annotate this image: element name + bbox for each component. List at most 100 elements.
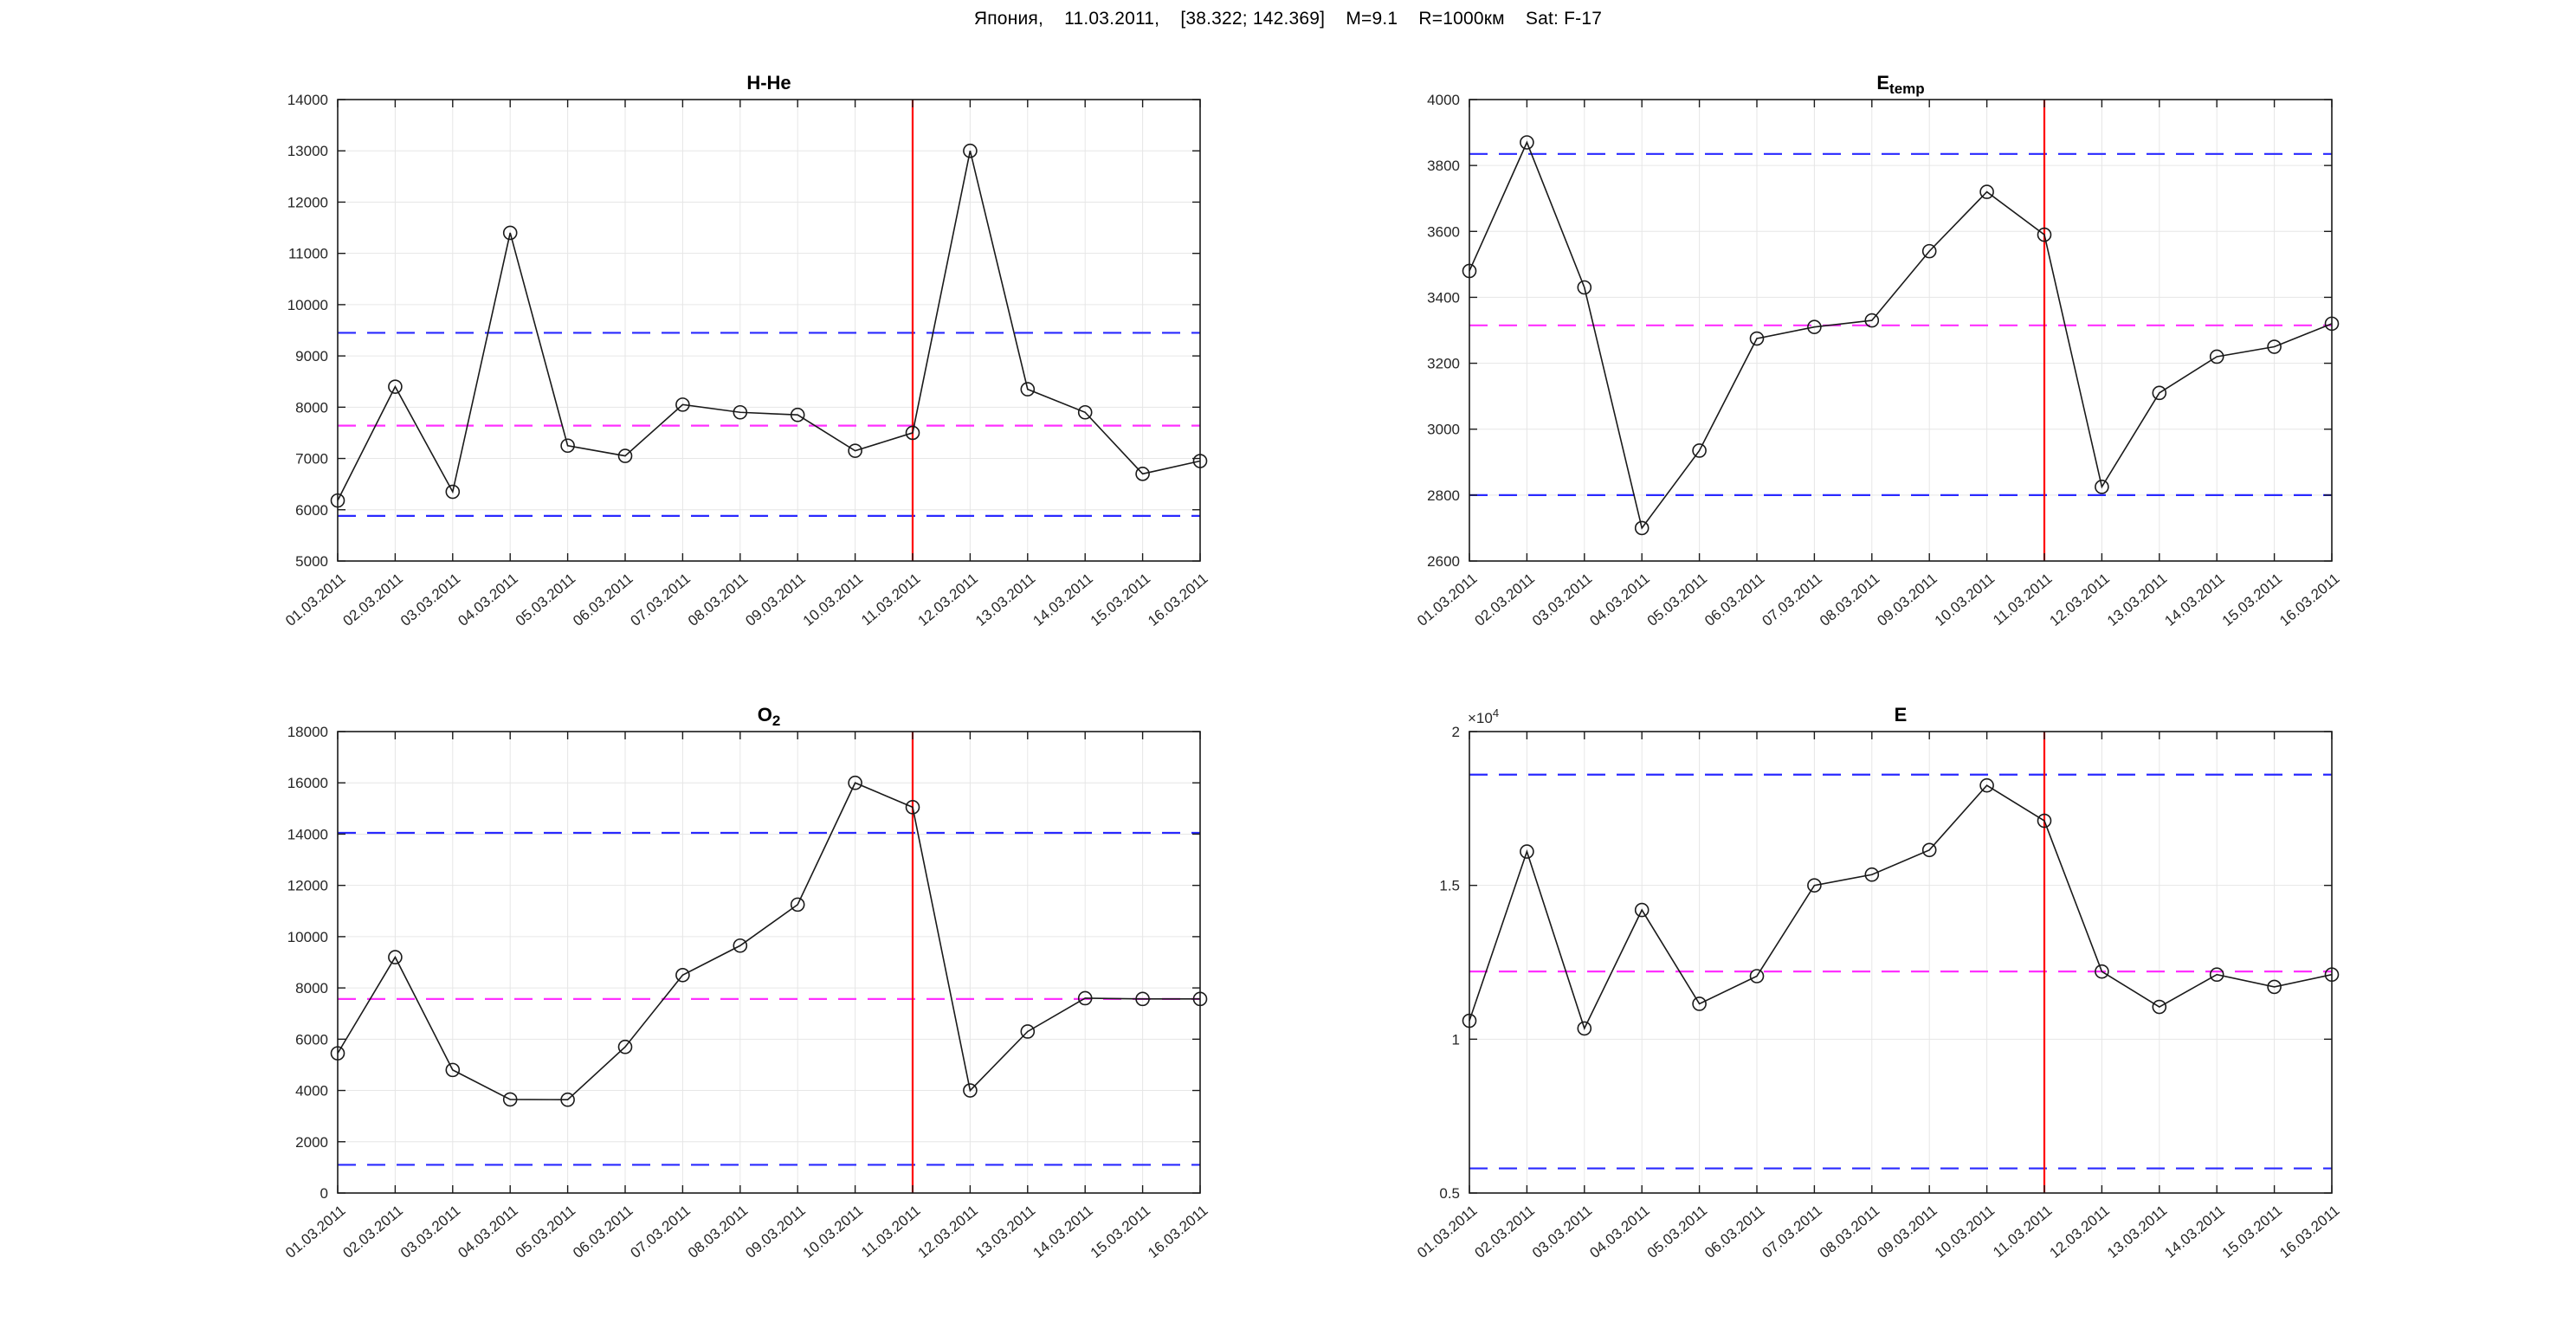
x-tick-label: 16.03.2011: [2276, 571, 2342, 629]
y-tick-label: 1.5: [1439, 878, 1460, 894]
data-point-marker: [1520, 135, 1534, 150]
x-tick-label: 12.03.2011: [915, 571, 981, 629]
y-tick-label: 11000: [288, 246, 328, 262]
series-line: [1469, 784, 2333, 1031]
y-tick-label: 3600: [1427, 223, 1460, 240]
chart-h-he: 5000 6000 7000 8000 9000 10000 11000 12000 13000…: [282, 72, 1211, 629]
data-point-marker: [1634, 520, 1650, 536]
data-point-marker: [2152, 999, 2167, 1015]
x-tick-label: 15.03.2011: [2219, 571, 2285, 629]
y-tick-label: 3000: [1427, 422, 1460, 438]
x-tick-label: 01.03.2011: [282, 571, 348, 629]
x-tick-label: 01.03.2011: [1414, 571, 1480, 629]
y-tick-label: 3400: [1427, 289, 1460, 306]
axes-box: [337, 99, 1201, 562]
chart-e-temp: 2600 2800 3000 3200 3400 3600 3800 4000 01.03.20…: [1414, 72, 2342, 629]
y-tick-label: 10000: [287, 929, 328, 945]
data-point-marker: [560, 438, 575, 454]
data-point-marker: [790, 407, 805, 422]
x-tick-label: 11.03.2011: [858, 1203, 923, 1261]
data-point-marker: [1577, 1021, 1592, 1036]
x-tick-label: 14.03.2011: [1030, 1203, 1095, 1261]
x-tick-label: 14.03.2011: [1030, 571, 1095, 629]
data-point-marker: [1135, 991, 1150, 1007]
data-point-marker: [1864, 313, 1880, 328]
data-point-marker: [1577, 280, 1592, 295]
x-tick-label: 10.03.2011: [800, 571, 866, 629]
x-tick-label: 03.03.2011: [1529, 1203, 1595, 1261]
x-tick-label: 07.03.2011: [1759, 571, 1825, 629]
chart-title: E: [1895, 704, 1908, 726]
x-tick-label: 03.03.2011: [397, 571, 463, 629]
x-tick-label: 03.03.2011: [397, 1203, 463, 1261]
x-tick-label: 01.03.2011: [1414, 1203, 1480, 1261]
data-point-marker: [2037, 813, 2052, 829]
data-point-marker: [502, 225, 518, 241]
x-tick-label: 04.03.2011: [455, 571, 520, 629]
x-tick-label: 08.03.2011: [685, 1203, 751, 1261]
data-point-marker: [445, 484, 461, 500]
data-point-marker: [1749, 969, 1765, 984]
data-point-marker: [388, 950, 403, 964]
y-tick-label: 9000: [295, 348, 328, 364]
x-tick-label: 02.03.2011: [1472, 1203, 1538, 1261]
y-exponent-label: ×104: [1468, 706, 1499, 726]
data-point-marker: [2209, 967, 2224, 983]
y-tick-label: 10000: [287, 297, 328, 313]
chart-title: Etemp: [1876, 72, 1924, 97]
data-point-marker: [1921, 243, 1937, 259]
data-point-marker: [2267, 339, 2282, 354]
x-tick-label: 03.03.2011: [1529, 571, 1595, 629]
x-tick-label: 09.03.2011: [742, 1203, 808, 1261]
data-point-marker: [905, 800, 920, 815]
data-point-marker: [963, 1083, 978, 1098]
data-point-marker: [1634, 902, 1650, 918]
x-tick-label: 07.03.2011: [1759, 1203, 1825, 1261]
y-tick-label: 12000: [287, 194, 328, 210]
x-tick-label: 06.03.2011: [570, 571, 636, 629]
series-line: [337, 151, 1201, 501]
x-tick-label: 05.03.2011: [1644, 571, 1710, 629]
data-point-marker: [1077, 990, 1093, 1006]
x-tick-label: 04.03.2011: [1586, 571, 1652, 629]
data-point-marker: [2095, 480, 2109, 494]
chart-title: H-He: [746, 72, 791, 94]
data-point-marker: [388, 379, 403, 394]
data-point-marker: [502, 1092, 518, 1107]
y-tick-label: 3200: [1427, 356, 1460, 372]
y-tick-label: 2000: [295, 1134, 328, 1151]
chart-title: O2: [758, 704, 781, 729]
y-tick-label: 12000: [287, 878, 328, 894]
x-tick-label: 02.03.2011: [1472, 571, 1538, 629]
y-tick-label: 4000: [1427, 92, 1460, 108]
x-tick-label: 13.03.2011: [972, 1203, 1038, 1261]
x-tick-label: 11.03.2011: [1990, 1203, 2055, 1261]
data-point-marker: [1020, 382, 1036, 397]
x-tick-label: 11.03.2011: [858, 571, 923, 629]
y-tick-label: 7000: [295, 451, 328, 468]
x-tick-label: 15.03.2011: [1088, 571, 1153, 629]
axes-box: [1469, 99, 2333, 562]
x-tick-label: 13.03.2011: [972, 571, 1038, 629]
x-tick-label: 06.03.2011: [570, 1203, 636, 1261]
x-tick-label: 08.03.2011: [1817, 571, 1882, 629]
y-tick-label: 0.5: [1439, 1185, 1460, 1202]
x-tick-label: 08.03.2011: [1817, 1203, 1882, 1261]
x-tick-label: 09.03.2011: [742, 571, 808, 629]
data-point-marker: [2209, 349, 2224, 364]
x-tick-label: 16.03.2011: [2276, 1203, 2342, 1261]
x-tick-label: 14.03.2011: [2161, 1203, 2227, 1261]
x-tick-label: 15.03.2011: [2219, 1203, 2285, 1261]
x-tick-label: 02.03.2011: [340, 1203, 406, 1261]
data-point-marker: [2152, 385, 2167, 401]
y-tick-label: 0: [320, 1185, 328, 1202]
x-tick-label: 12.03.2011: [2047, 571, 2113, 629]
x-tick-label: 08.03.2011: [685, 571, 751, 629]
data-point-marker: [560, 1092, 575, 1107]
y-tick-label: 6000: [295, 1031, 328, 1048]
chart-o2: 0 2000 4000 6000 8000 10000 12000 14000 16000 180…: [282, 704, 1211, 1261]
data-point-marker: [905, 425, 920, 441]
y-tick-label: 14000: [287, 826, 328, 842]
